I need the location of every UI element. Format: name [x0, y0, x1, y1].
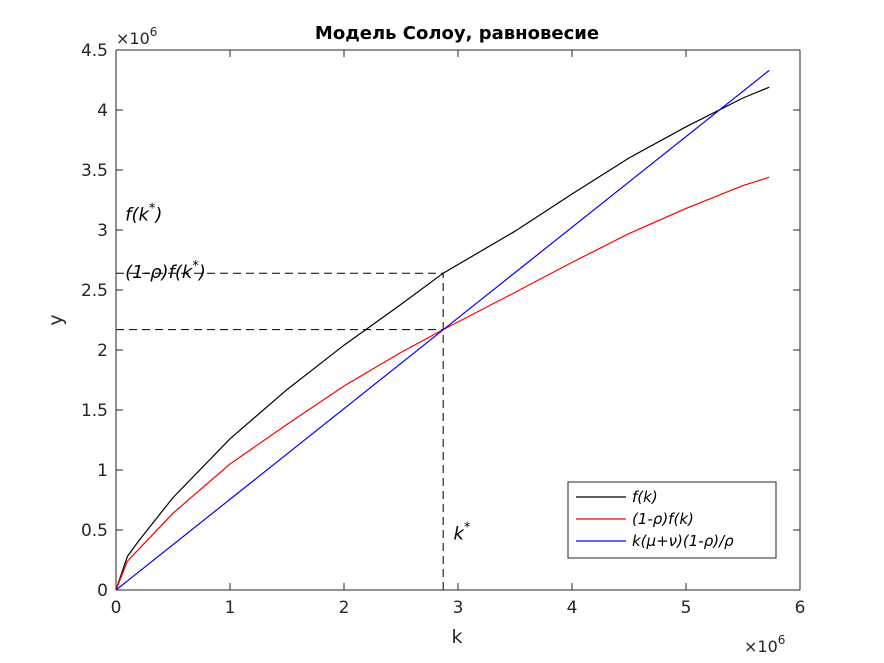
x-axis-label: k	[451, 626, 462, 648]
annotation-3: k*	[453, 521, 470, 545]
x-tick-label: 3	[453, 598, 464, 618]
y-tick-label: 3.5	[81, 161, 108, 181]
y-tick-label: 0.5	[81, 521, 108, 541]
y-exponent-label: ×106	[116, 25, 157, 48]
legend-box	[567, 481, 777, 559]
labels: Модель Солоу, равновесие k y ×106 ×106	[45, 23, 785, 656]
x-tick-label: 1	[225, 598, 236, 618]
series-line-3	[115, 69, 770, 591]
y-tick-label: 2.5	[81, 281, 108, 301]
y-tick-label: 2	[97, 341, 108, 361]
axes: 0 1 2 3 4 5 6 0 0.5 1 1.5 2 2.5 3 3.5 4 4.5	[81, 41, 805, 618]
annotation-1: f(k*)	[125, 201, 162, 225]
y-tick-label: 0	[97, 581, 108, 601]
y-tick-label: 3	[97, 221, 108, 241]
y-tick-label: 1	[97, 461, 108, 481]
legend-label-1: f(k)	[632, 488, 658, 506]
annotations: f(k*) (1-ρ)f(k*) k*	[125, 201, 471, 544]
x-tick-label: 6	[795, 598, 806, 618]
x-tick-label: 2	[339, 598, 350, 618]
x-exponent-label: ×106	[744, 633, 785, 656]
x-tick-label: 5	[681, 598, 692, 618]
legend-label-2: (1-ρ)f(k)	[632, 510, 694, 528]
x-tick-label: 4	[567, 598, 578, 618]
series-line-1	[115, 86, 770, 591]
y-axis-label: y	[45, 314, 67, 325]
svg-text:×106: ×106	[744, 633, 785, 656]
series-line-2	[115, 176, 770, 591]
annotation-2: (1-ρ)f(k*)	[125, 259, 206, 283]
svg-text:×106: ×106	[116, 25, 157, 48]
legend: f(k) (1-ρ)f(k) k(μ+ν)(1-ρ)/ρ	[567, 481, 777, 559]
legend-label-3: k(μ+ν)(1-ρ)/ρ	[632, 532, 734, 550]
y-tick-label: 4.5	[81, 41, 108, 61]
y-tick-label: 1.5	[81, 401, 108, 421]
y-tick-label: 4	[97, 101, 108, 121]
chart-title: Модель Солоу, равновесие	[315, 23, 599, 44]
x-tick-label: 0	[111, 598, 122, 618]
